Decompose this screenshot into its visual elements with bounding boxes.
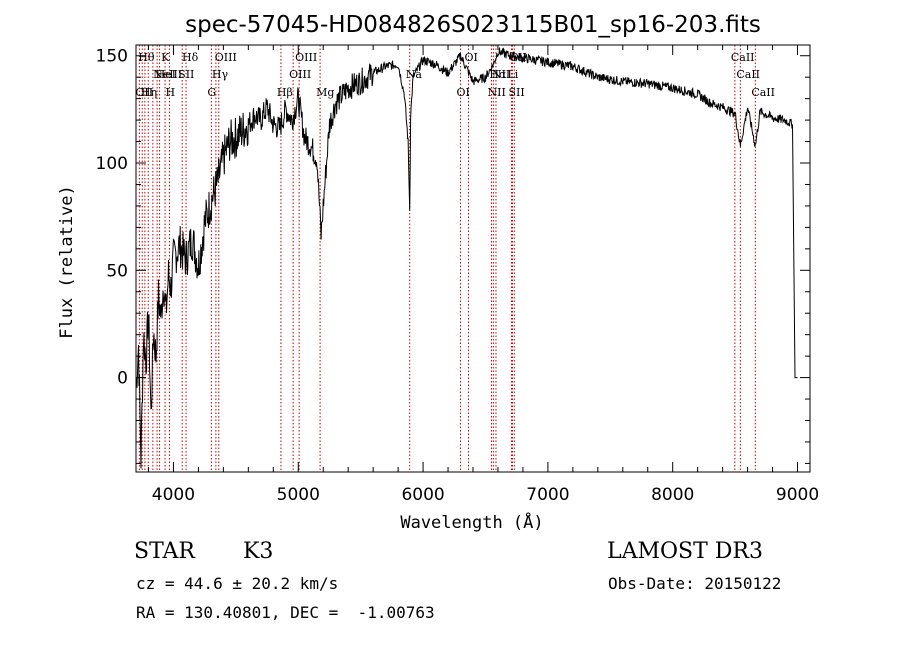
- flux-series-line: [135, 47, 798, 469]
- line-label: SII: [178, 68, 194, 81]
- line-label: NII: [492, 68, 510, 81]
- line-label: OIII: [215, 51, 237, 64]
- plot-frame: [135, 44, 811, 473]
- line-label: OIII: [289, 68, 311, 81]
- line-label: NII: [487, 86, 505, 99]
- object-class: STAR: [134, 539, 195, 564]
- line-label: Li: [507, 68, 518, 81]
- x-tick-label: 9000: [776, 485, 819, 505]
- line-label: Hβ: [277, 86, 293, 99]
- y-tick-label: 150: [96, 47, 128, 67]
- line-label: Na: [406, 68, 423, 81]
- line-label: Hα: [489, 68, 507, 81]
- y-tick-label: 50: [106, 261, 128, 281]
- object-subclass: K3: [243, 539, 274, 564]
- line-label: H: [165, 86, 175, 99]
- x-tick-label: 8000: [651, 485, 694, 505]
- observation-date: Obs-Date: 20150122: [608, 574, 782, 593]
- line-label: SII: [510, 51, 526, 64]
- coordinates-info: RA = 130.40801, DEC = -1.00763: [136, 603, 435, 622]
- survey-name: LAMOST DR3: [607, 539, 763, 564]
- x-tick-label: 7000: [526, 485, 569, 505]
- line-label: Hη: [141, 86, 157, 99]
- line-label: OII: [135, 86, 153, 99]
- line-label: Hγ: [212, 68, 229, 81]
- line-label: Hθ: [138, 51, 155, 64]
- line-label: K: [161, 51, 170, 64]
- line-label: OI: [457, 86, 470, 99]
- line-label: SII: [508, 86, 524, 99]
- spectral-line-markers: [138, 45, 756, 472]
- redshift-info: cz = 44.6 ± 20.2 km/s: [136, 574, 339, 593]
- line-label: Hδ: [182, 51, 199, 64]
- y-tick-label: 100: [96, 154, 128, 174]
- y-axis-label: Flux (relative): [57, 185, 77, 339]
- line-label: HeI: [156, 68, 176, 81]
- line-label: NeIII: [153, 68, 182, 81]
- x-tick-label: 6000: [401, 485, 444, 505]
- spectral-line-labels: OIIHθHηNeIIIHeIKHSIIHδGHγOIIIHβOIIIOIIIM…: [135, 51, 775, 99]
- x-tick-label: 5000: [277, 485, 320, 505]
- axes: 4000 5000 6000 7000 8000 9000 0 50 100 150: [96, 45, 819, 505]
- line-label: OIII: [295, 51, 317, 64]
- x-tick-label: 4000: [152, 485, 195, 505]
- line-label: CaII: [751, 86, 775, 99]
- line-label: G: [207, 86, 216, 99]
- chart-title: spec-57045-HD084826S023115B01_sp16-203.f…: [185, 12, 761, 38]
- line-label: OI: [465, 51, 478, 64]
- line-label: Mg: [316, 86, 334, 99]
- y-tick-label: 0: [117, 369, 128, 389]
- line-label: CaII: [731, 51, 755, 64]
- x-axis-label: Wavelength (Å): [400, 511, 543, 533]
- line-label: CaII: [736, 68, 760, 81]
